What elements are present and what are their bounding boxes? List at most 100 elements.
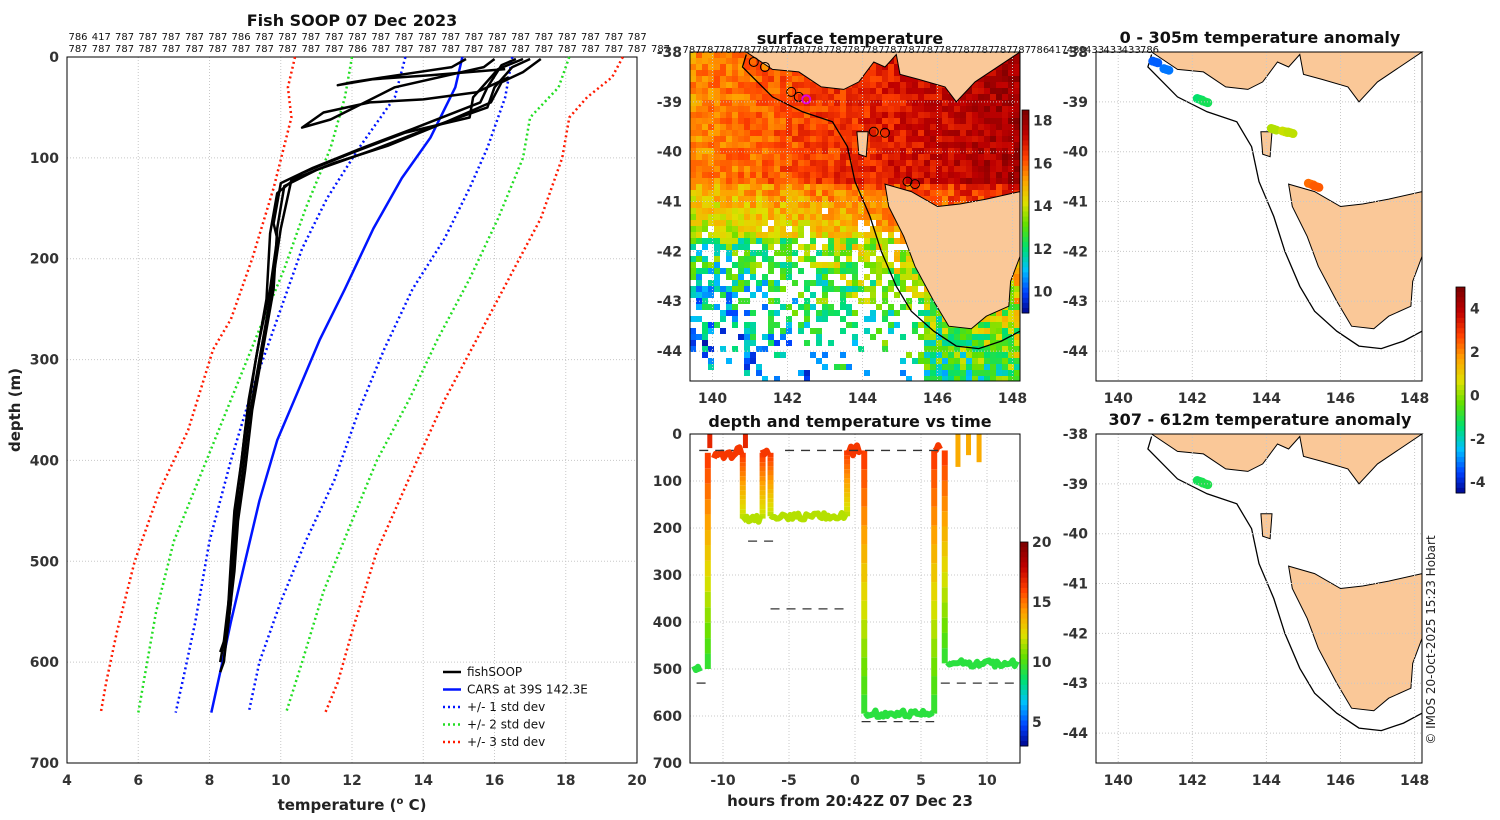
sst-cell bbox=[864, 286, 870, 292]
y-tick-label: 400 bbox=[653, 615, 682, 631]
top-label: 787 bbox=[792, 45, 811, 56]
sst-cell bbox=[840, 124, 846, 130]
sst-cell bbox=[966, 88, 972, 94]
sst-cell bbox=[942, 112, 948, 118]
sst-cell bbox=[690, 268, 696, 274]
sst-cell bbox=[720, 226, 726, 232]
sst-cell bbox=[912, 136, 918, 142]
sst-cell bbox=[792, 190, 798, 196]
sst-cell bbox=[828, 178, 834, 184]
sst-cell bbox=[768, 340, 774, 346]
sst-cell bbox=[882, 268, 888, 274]
sst-cell bbox=[726, 82, 732, 88]
sst-cell bbox=[720, 316, 726, 322]
sst-cell bbox=[714, 64, 720, 70]
sst-cell bbox=[894, 112, 900, 118]
dt-colorbar-cell bbox=[1020, 562, 1028, 568]
sst-cell bbox=[942, 202, 948, 208]
y-tick-label: -43 bbox=[657, 294, 682, 310]
sst-cell bbox=[984, 346, 990, 352]
y-tick-label: 200 bbox=[653, 521, 682, 537]
sst-cell bbox=[708, 238, 714, 244]
x-tick-label: 10 bbox=[271, 773, 291, 789]
sst-cell bbox=[846, 88, 852, 94]
sst-cell bbox=[774, 340, 780, 346]
sst-cell bbox=[762, 154, 768, 160]
sst-cell bbox=[750, 136, 756, 142]
sst-cell bbox=[780, 88, 786, 94]
sst-cell bbox=[762, 160, 768, 166]
sst-colorbar-tick: 14 bbox=[1033, 199, 1053, 215]
sst-cell bbox=[888, 82, 894, 88]
sst-cell bbox=[822, 280, 828, 286]
sst-cell bbox=[804, 142, 810, 148]
sst-cell bbox=[1014, 160, 1020, 166]
sst-cell bbox=[762, 136, 768, 142]
top-label: 787 bbox=[185, 44, 204, 55]
sst-cell bbox=[954, 106, 960, 112]
sst-cell bbox=[804, 196, 810, 202]
sst-cell bbox=[714, 118, 720, 124]
std2-high-line bbox=[284, 56, 571, 713]
sst-cell bbox=[996, 88, 1002, 94]
sst-cell bbox=[858, 172, 864, 178]
sst-cell bbox=[1008, 304, 1014, 310]
sst-cell bbox=[954, 184, 960, 190]
sst-cell bbox=[948, 364, 954, 370]
sst-cell bbox=[852, 322, 858, 328]
sst-cell bbox=[876, 184, 882, 190]
sst-cell bbox=[756, 100, 762, 106]
sst-cell bbox=[816, 334, 822, 340]
sst-cell bbox=[864, 256, 870, 262]
sst-cell bbox=[810, 154, 816, 160]
anomaly-colorbar-cell bbox=[1456, 384, 1465, 391]
y-tick-label: -40 bbox=[1063, 527, 1089, 543]
sst-cell bbox=[768, 142, 774, 148]
dt-colorbar-cell bbox=[1020, 649, 1028, 655]
sst-cell bbox=[750, 214, 756, 220]
sst-cell bbox=[822, 214, 828, 220]
sst-cell bbox=[750, 262, 756, 268]
sst-cell bbox=[744, 106, 750, 112]
sst-cell bbox=[1002, 352, 1008, 358]
sst-cell bbox=[738, 334, 744, 340]
x-tick-label: 140 bbox=[698, 391, 727, 407]
sst-cell bbox=[786, 250, 792, 256]
sst-cell bbox=[768, 82, 774, 88]
sst-cell bbox=[834, 178, 840, 184]
sst-cell bbox=[726, 58, 732, 64]
dt-colorbar-cell bbox=[1020, 623, 1028, 630]
x-tick-label: 146 bbox=[923, 391, 952, 407]
sst-cell bbox=[1008, 178, 1014, 184]
sst-cell bbox=[882, 214, 888, 220]
sst-cell bbox=[888, 310, 894, 316]
sst-cell bbox=[852, 238, 858, 244]
sst-cell bbox=[846, 106, 852, 112]
anomaly-colorbar-cell bbox=[1456, 302, 1465, 309]
sst-cell bbox=[906, 130, 912, 136]
sst-cell bbox=[846, 226, 852, 232]
anomaly-colorbar-tick: 4 bbox=[1470, 302, 1480, 318]
sst-cell bbox=[690, 262, 696, 268]
sst-cell bbox=[696, 58, 702, 64]
sst-cell bbox=[834, 124, 840, 130]
sst-cell bbox=[702, 286, 708, 292]
x-tick-label: 144 bbox=[848, 391, 877, 407]
sst-cell bbox=[786, 268, 792, 274]
sst-cell bbox=[924, 334, 930, 340]
sst-cell bbox=[1002, 88, 1008, 94]
sst-cell bbox=[996, 148, 1002, 154]
sst-cell bbox=[948, 142, 954, 148]
sst-colorbar-cell bbox=[1022, 241, 1029, 248]
sst-cell bbox=[936, 106, 942, 112]
sst-cell bbox=[882, 208, 888, 214]
track-marker bbox=[910, 179, 920, 190]
sst-cell bbox=[846, 154, 852, 160]
sst-colorbar-cell bbox=[1022, 140, 1029, 147]
sst-cell bbox=[690, 346, 696, 352]
sst-cell bbox=[984, 178, 990, 184]
top-label: 787 bbox=[884, 45, 903, 56]
sst-cell bbox=[834, 130, 840, 136]
sst-cell bbox=[888, 214, 894, 220]
sst-cell bbox=[876, 124, 882, 130]
